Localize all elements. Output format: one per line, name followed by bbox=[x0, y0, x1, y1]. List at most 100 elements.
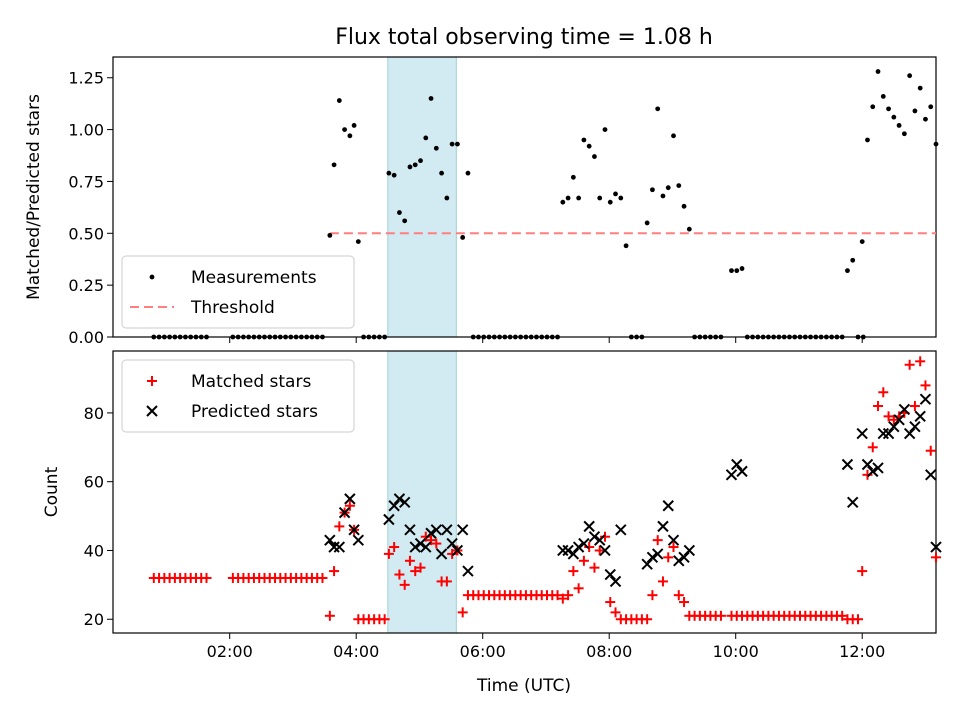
data-point bbox=[829, 334, 835, 340]
data-point-shape bbox=[597, 195, 603, 201]
data-point-shape bbox=[204, 334, 209, 340]
data-point bbox=[744, 334, 750, 340]
legend-plus-swatch bbox=[147, 376, 157, 386]
predicted-point bbox=[352, 534, 365, 546]
predicted-point-b bbox=[898, 403, 911, 416]
x-tick-label: 04:00 bbox=[333, 642, 379, 661]
data-point bbox=[342, 127, 348, 132]
predicted-point-b bbox=[888, 420, 900, 433]
matched-point bbox=[931, 552, 941, 563]
predicted-point bbox=[646, 551, 659, 564]
data-point-shape bbox=[288, 334, 294, 340]
data-point-shape bbox=[327, 232, 333, 238]
data-point-shape bbox=[518, 334, 524, 340]
top-y-axis-label: Matched/Predicted stars bbox=[24, 94, 44, 300]
predicted-point-b bbox=[562, 544, 574, 557]
data-point-shape bbox=[361, 334, 366, 340]
matched-point bbox=[389, 542, 400, 553]
predicted-point bbox=[404, 524, 416, 536]
top-panel: Matched/Predicted stars 0.00 0.25 0.50 0.75… bbox=[24, 56, 939, 347]
data-point-shape bbox=[277, 334, 283, 340]
data-point bbox=[859, 239, 865, 244]
predicted-point bbox=[557, 544, 569, 557]
data-point-shape bbox=[797, 334, 803, 340]
data-point bbox=[660, 193, 666, 199]
data-point-shape bbox=[734, 268, 740, 274]
matched-point bbox=[904, 359, 915, 370]
matched-point bbox=[431, 538, 442, 549]
data-point bbox=[891, 114, 897, 120]
data-point bbox=[512, 334, 518, 340]
data-point bbox=[623, 243, 629, 249]
predicted-point bbox=[877, 427, 889, 440]
data-point bbox=[382, 334, 388, 340]
legend-label: Threshold bbox=[190, 298, 275, 318]
predicted-point bbox=[456, 524, 469, 536]
data-point bbox=[534, 334, 539, 340]
data-point-shape bbox=[697, 334, 703, 340]
predicted-point-b bbox=[441, 524, 453, 536]
data-point-shape bbox=[560, 199, 566, 205]
data-point-shape bbox=[371, 334, 377, 340]
bottom-y-tick-label: 60 bbox=[84, 473, 104, 492]
data-point-shape bbox=[151, 334, 157, 340]
top-y-tick-label: 0.75 bbox=[68, 172, 104, 191]
data-point bbox=[371, 334, 377, 340]
bottom-y-tick-label: 20 bbox=[84, 610, 104, 629]
chart-title: Flux total observing time = 1.08 h bbox=[335, 25, 713, 50]
predicted-point bbox=[333, 541, 346, 553]
data-point bbox=[267, 334, 273, 340]
data-point-shape bbox=[613, 191, 618, 197]
data-point bbox=[586, 143, 592, 149]
matched-point bbox=[647, 590, 658, 601]
predicted-point-b bbox=[383, 513, 395, 526]
data-point-shape bbox=[331, 162, 337, 168]
predicted-point-b bbox=[856, 427, 868, 440]
data-point bbox=[886, 106, 891, 112]
data-point-shape bbox=[256, 334, 262, 340]
data-point-shape bbox=[744, 334, 750, 340]
data-point-shape bbox=[676, 183, 682, 188]
data-point bbox=[156, 334, 162, 340]
data-point-shape bbox=[523, 334, 529, 340]
data-point bbox=[298, 334, 304, 340]
data-point bbox=[491, 334, 497, 340]
data-point bbox=[639, 334, 645, 340]
predicted-point bbox=[462, 565, 474, 577]
data-point-shape bbox=[439, 170, 444, 176]
matched-point bbox=[568, 566, 579, 577]
top-y-tick-label: 1.00 bbox=[68, 121, 104, 140]
predicted-point-b bbox=[683, 544, 696, 557]
matched-point bbox=[404, 555, 415, 566]
data-point-shape bbox=[172, 334, 178, 340]
data-point-shape bbox=[241, 334, 246, 340]
data-point bbox=[183, 334, 188, 340]
data-point-shape bbox=[156, 334, 162, 340]
predicted-point-b bbox=[425, 527, 437, 539]
predicted-point-b bbox=[451, 544, 464, 557]
matched-point bbox=[447, 548, 458, 559]
matched-point bbox=[925, 445, 936, 456]
data-point bbox=[288, 334, 294, 340]
matched-point bbox=[594, 545, 605, 556]
predicted-point-b bbox=[914, 410, 926, 423]
data-point bbox=[455, 141, 460, 147]
data-point-shape bbox=[818, 334, 824, 340]
predicted-point-b bbox=[456, 524, 469, 536]
predicted-point-b bbox=[651, 548, 664, 560]
matched-point bbox=[441, 576, 452, 587]
data-point bbox=[671, 133, 676, 139]
data-point bbox=[750, 334, 755, 340]
data-point-shape bbox=[407, 164, 413, 170]
data-point bbox=[355, 239, 361, 244]
bottom-plot-frame bbox=[112, 350, 937, 634]
data-point bbox=[676, 183, 682, 188]
data-point bbox=[613, 191, 618, 197]
matched-point bbox=[563, 590, 574, 601]
predicted-point bbox=[909, 420, 921, 433]
data-point bbox=[808, 334, 813, 340]
predicted-point bbox=[435, 548, 448, 560]
matched-point bbox=[657, 576, 668, 587]
data-point-shape bbox=[161, 334, 167, 340]
